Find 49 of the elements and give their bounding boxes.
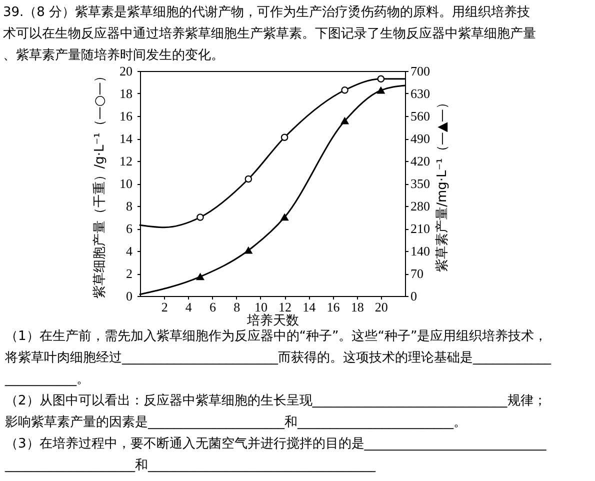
y2-tick-label: 630 <box>410 86 430 101</box>
y2-tick-label: 560 <box>410 108 430 124</box>
text: （1）在生产前，需先加入紫草细胞作为反应器中的“种子”。这些“种子”是应用组织培养技术，将紫草叶肉细胞经过________________________而获得的。这项技术的理论基础是_______________________。 <box>4 328 552 387</box>
point <box>341 86 348 94</box>
y-tick-label: 20 <box>120 64 132 78</box>
y2-tick-label: 70 <box>410 266 424 281</box>
x-tick-label: 14 <box>302 300 316 314</box>
y-tick-label: 2 <box>126 266 132 281</box>
x-tick-label: 8 <box>234 300 240 314</box>
x-axis-title: 培养天数 <box>246 312 299 328</box>
y-tick-label: 16 <box>120 108 133 124</box>
y2-tick-label: 210 <box>410 221 430 236</box>
point <box>280 134 288 141</box>
y-tick-label: 14 <box>120 131 133 146</box>
y2-tick-label: 350 <box>410 176 430 191</box>
x-tick-label: 4 <box>185 300 192 314</box>
point <box>340 117 349 124</box>
chart-title: 39.（8 分）紫草素是紫草细胞的代谢产物，可作为生产治疗烫伤药物的原料。用组织培养技术可以在生物反应器中通过培养紫草细胞生产紫草素。下图记录了生物反应器中紫草细胞产量、紫草素产量随培养时间发生的变化。 <box>3 4 536 63</box>
point <box>377 86 385 94</box>
y-tick-label: 6 <box>126 221 133 236</box>
x-tick-label: 18 <box>350 300 364 314</box>
y2-tick-label: 140 <box>410 244 430 258</box>
point <box>377 75 385 82</box>
x-tick-label: 16 <box>326 300 340 314</box>
point <box>280 214 288 221</box>
x-tick-label: 10 <box>254 300 268 314</box>
y2-tick-label: 280 <box>410 198 430 214</box>
y2-tick-label: 700 <box>410 64 430 78</box>
text: （2）从图中可以看出：反应器中紫草细胞的生长呈现______________________________规律；影响紫草素产量的因素是_____________________和________________________。 <box>5 392 546 430</box>
y-tick-label: 10 <box>120 176 132 191</box>
y-axis-title: 紫草细胞产量（干重）/g·L⁻¹（—○—） <box>92 69 108 299</box>
y2-tick-label: 490 <box>410 131 430 146</box>
y-tick-label: 12 <box>120 154 132 168</box>
point <box>244 175 252 183</box>
y-tick-label: 8 <box>126 198 132 214</box>
point <box>196 214 204 221</box>
y-tick-label: 4 <box>126 244 133 258</box>
y-tick-label: 0 <box>126 288 132 304</box>
y2-tick-label: 420 <box>410 154 430 168</box>
text: （3）在培养过程中，要不断通入无菌空气并进行搅拌的目的是________________________________________________和___________________________________ <box>4 436 547 473</box>
point <box>196 273 204 280</box>
y-tick-label: 18 <box>120 86 132 101</box>
y2-axis-title: 紫草素产量/mg·L⁻¹（—▲—） <box>435 96 450 272</box>
x-tick-label: 2 <box>161 300 168 314</box>
point <box>244 246 252 254</box>
x-tick-label: 12 <box>278 300 292 314</box>
x-tick-label: 6 <box>210 300 217 314</box>
x-tick-label: 20 <box>374 300 388 314</box>
y2-tick-label: 0 <box>410 288 417 304</box>
